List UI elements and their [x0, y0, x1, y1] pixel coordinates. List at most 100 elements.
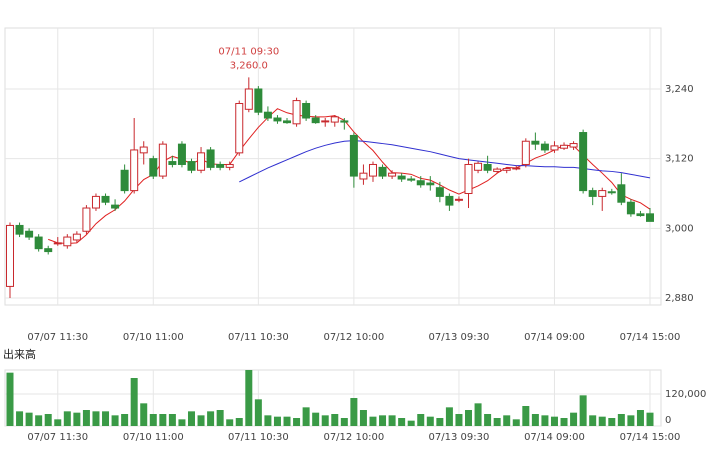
volume-bar [445, 407, 453, 426]
x-tick-label: 07/10 11:00 [123, 332, 184, 343]
x-tick-label: 07/11 10:30 [228, 332, 289, 343]
candle-body [636, 213, 645, 217]
y-tick-label: 3,000 [665, 223, 694, 234]
candle-body [454, 198, 463, 201]
x-tick-label: 07/14 15:00 [620, 432, 681, 443]
candle-body [168, 161, 177, 165]
volume-bar [379, 415, 387, 426]
volume-bar [522, 406, 530, 426]
volume-bar [187, 411, 195, 426]
candle-body [626, 201, 635, 215]
moving-average [239, 140, 651, 183]
candle-body [598, 190, 607, 197]
volume-bar [63, 411, 71, 426]
candle-body [130, 149, 139, 192]
volume-bar [617, 414, 625, 426]
volume-bar [560, 418, 568, 426]
volume-bar [636, 410, 644, 426]
volume-bar [302, 407, 310, 426]
candle-body [206, 149, 215, 168]
volume-bar [503, 415, 511, 426]
y-tick-label: 0 [665, 415, 671, 426]
volume-bar [264, 415, 272, 426]
candle-body [177, 143, 186, 165]
candle-body [445, 195, 454, 206]
candle-body [25, 230, 34, 238]
x-tick-label: 07/12 10:00 [323, 432, 384, 443]
candle-body [235, 102, 244, 154]
candle-body [82, 207, 91, 232]
candle-body [550, 145, 559, 151]
volume-bar [541, 415, 549, 426]
candle-body [15, 224, 24, 235]
x-tick-label: 07/13 09:30 [429, 332, 490, 343]
candle-body [607, 191, 616, 194]
volume-bar [35, 415, 43, 426]
candle-body [283, 120, 292, 124]
candle-body [397, 175, 406, 180]
candle-body [493, 168, 502, 172]
candle-body [273, 117, 282, 122]
volume-bar [512, 419, 520, 426]
volume-bar [550, 416, 558, 426]
volume-bar [226, 419, 234, 426]
volume-bar [149, 414, 157, 426]
volume-bar [417, 414, 425, 426]
candle-body [340, 120, 349, 123]
volume-bar [121, 414, 129, 426]
volume-bar [465, 410, 473, 426]
candle-body [502, 168, 511, 171]
candle-body [311, 117, 320, 124]
volume-bar [331, 414, 339, 426]
volume-bar [436, 418, 444, 426]
volume-bar [589, 415, 597, 426]
y-tick-label: 120,000 [665, 389, 706, 400]
volume-bar [493, 418, 501, 426]
volume-bar [235, 418, 243, 426]
volume-bar [159, 414, 167, 426]
volume-bar [283, 416, 291, 426]
volume-bar [254, 399, 262, 426]
candle-body [435, 187, 444, 197]
candle-body [531, 140, 540, 145]
volume-bar [369, 416, 377, 426]
x-tick-label: 07/13 09:30 [429, 432, 490, 443]
x-tick-label: 07/10 11:00 [123, 432, 184, 443]
candle-body [111, 204, 120, 209]
volume-bar [579, 395, 587, 426]
x-tick-label: 07/12 10:00 [323, 332, 384, 343]
volume-bar [474, 403, 482, 426]
candle-body [53, 242, 62, 245]
volume-bar [531, 414, 539, 426]
volume-bar [407, 420, 415, 426]
candle-body [588, 190, 597, 197]
candle-body [512, 167, 521, 170]
volume-bar [388, 415, 396, 426]
volume-bar [293, 418, 301, 426]
candle-body [63, 236, 72, 247]
candle-body [359, 172, 368, 180]
volume-bar [627, 415, 635, 426]
candle-body [197, 152, 206, 171]
candle-body [91, 195, 100, 209]
candle-body [263, 111, 272, 119]
x-tick-label: 07/14 15:00 [620, 332, 681, 343]
x-tick-label: 07/14 09:00 [524, 332, 585, 343]
volume-bar [178, 419, 186, 426]
annotation-label: 07/11 09:30 [218, 46, 279, 57]
y-tick-label: 3,240 [665, 84, 694, 95]
candle-body [416, 180, 425, 186]
volume-bar [608, 418, 616, 426]
candle-body [426, 182, 435, 186]
volume-bar [197, 415, 205, 426]
y-tick-label: 2,880 [665, 293, 694, 304]
candle-body [321, 120, 330, 123]
volume-bar [6, 372, 14, 426]
annotation-value: 3,260.0 [230, 60, 268, 71]
candle-body [302, 102, 311, 119]
candle-body [646, 213, 654, 222]
candle-body [225, 163, 234, 168]
candle-body [254, 88, 263, 113]
candle-body [579, 132, 588, 192]
